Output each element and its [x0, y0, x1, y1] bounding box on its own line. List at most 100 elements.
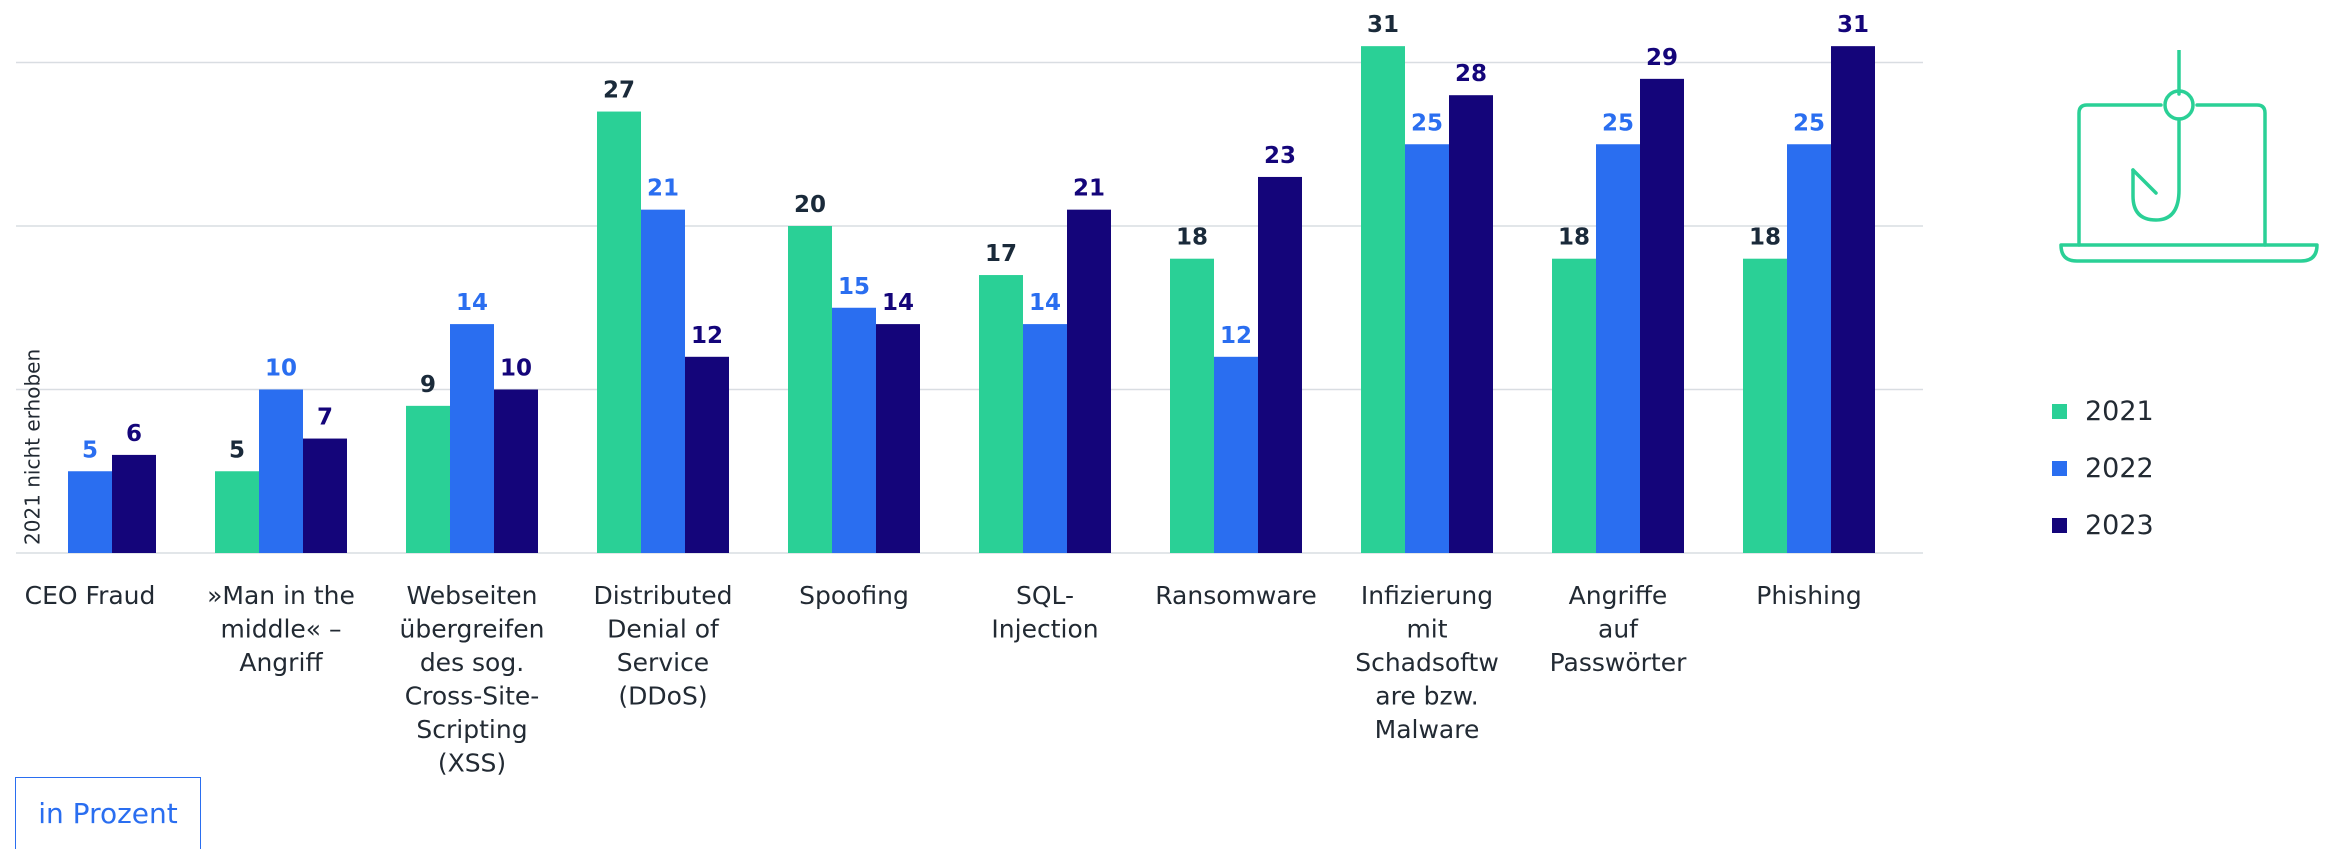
bar-chart: 5 6 5 10 7 9 14 10 27 21 12 20 15 14 17 14 21 18 12 23 31 25 2…: [16, 12, 1923, 778]
category-label-line: »Man in the: [207, 581, 355, 610]
value-label: 12: [1220, 323, 1252, 349]
bar-2021-3: [597, 111, 641, 554]
category-label-line: Angriff: [239, 648, 323, 677]
bar-2022-3: [641, 209, 685, 553]
value-label: 9: [420, 372, 436, 398]
bar-2022-1: [259, 389, 303, 553]
category-label: Infizierung mit Schadsoftw are bzw. Malware: [1355, 581, 1499, 744]
value-label: 27: [603, 78, 635, 104]
value-label: 31: [1837, 12, 1869, 38]
category-label: Ransomware: [1155, 581, 1317, 610]
annotation-not-collected: 2021 nicht erhoben: [21, 349, 45, 545]
category-label-line: Ransomware: [1155, 581, 1317, 610]
category-label: Angriffe auf Passwörter: [1550, 581, 1688, 677]
bar-2021-8: [1552, 258, 1596, 553]
category-label-line: Cross-Site-: [405, 682, 540, 711]
value-label: 18: [1558, 225, 1590, 251]
value-label: 25: [1411, 110, 1443, 136]
bar-2023-1: [303, 438, 347, 553]
category-label-line: Scripting: [416, 715, 527, 744]
category-label: Distributed Denial of Service (DDoS): [593, 581, 732, 711]
bar-2023-8: [1640, 78, 1684, 553]
category-label-line: Injection: [991, 615, 1098, 644]
bar-2023-7: [1449, 95, 1493, 553]
value-label: 28: [1455, 61, 1487, 87]
bar-2022-2: [450, 324, 494, 553]
legend-item-2022: 2022: [2052, 440, 2154, 497]
category-label-line: des sog.: [420, 648, 524, 677]
bar-2021-6: [1170, 258, 1214, 553]
category-label-line: Infizierung: [1361, 581, 1493, 610]
value-label: 10: [500, 356, 532, 382]
category-label-line: Denial of: [607, 615, 720, 644]
category-label-line: mit: [1406, 615, 1447, 644]
value-label: 18: [1176, 225, 1208, 251]
category-label-line: SQL-: [1016, 581, 1074, 610]
unit-box: in Prozent: [15, 777, 201, 849]
legend-label: 2023: [2085, 510, 2154, 541]
legend-swatch: [2052, 404, 2067, 419]
value-label: 25: [1602, 110, 1634, 136]
value-label: 21: [647, 176, 679, 202]
category-label-line: übergreifen: [400, 615, 545, 644]
bar-2022-0: [68, 471, 112, 553]
category-label-line: (DDoS): [618, 682, 707, 711]
annotations: 2021 nicht erhoben: [21, 349, 45, 545]
category-label: SQL- Injection: [991, 581, 1098, 644]
category-label-line: Passwörter: [1550, 648, 1688, 677]
legend-swatch: [2052, 518, 2067, 533]
value-label: 5: [82, 437, 98, 463]
value-label: 29: [1646, 45, 1678, 71]
value-labels: 5 6 5 10 7 9 14 10 27 21 12 20 15 14 17 14 21 18 12 23 31 25 2…: [82, 12, 1869, 463]
legend-item-2021: 2021: [2052, 383, 2154, 440]
category-label: Webseiten übergreifen des sog. Cross-Site- S…: [400, 581, 545, 778]
bar-2022-5: [1023, 324, 1067, 553]
category-label-line: CEO Fraud: [25, 581, 156, 610]
category-label-line: Webseiten: [407, 581, 538, 610]
unit-label: in Prozent: [38, 797, 178, 830]
bar-2022-9: [1787, 144, 1831, 553]
bar-2022-4: [832, 307, 876, 553]
value-label: 21: [1073, 176, 1105, 202]
bar-2021-1: [215, 471, 259, 553]
value-label: 17: [985, 241, 1017, 267]
value-label: 14: [1029, 290, 1061, 316]
category-label-line: Phishing: [1756, 581, 1861, 610]
legend-swatch: [2052, 461, 2067, 476]
legend-label: 2022: [2085, 453, 2154, 484]
category-label-line: middle« –: [220, 615, 341, 644]
bar-2021-4: [788, 226, 832, 553]
bars: [68, 46, 1875, 554]
category-label-line: Angriffe: [1569, 581, 1668, 610]
legend-label: 2021: [2085, 396, 2154, 427]
category-label: Phishing: [1756, 581, 1861, 610]
value-label: 5: [229, 437, 245, 463]
bar-2023-0: [112, 454, 156, 553]
value-label: 7: [317, 405, 333, 431]
value-label: 23: [1264, 143, 1296, 169]
bar-2023-4: [876, 324, 920, 553]
legend-item-2023: 2023: [2052, 497, 2154, 554]
bar-2022-7: [1405, 144, 1449, 553]
category-label-line: Schadsoftw: [1355, 648, 1499, 677]
bar-2023-9: [1831, 46, 1875, 554]
value-label: 15: [838, 274, 870, 300]
value-label: 10: [265, 356, 297, 382]
phishing-laptop-hook-icon: [2059, 50, 2319, 263]
value-label: 14: [456, 290, 488, 316]
category-labels: CEO Fraud »Man in the middle« – Angriff Webs…: [25, 581, 1862, 778]
category-label-line: auf: [1598, 615, 1639, 644]
value-label: 18: [1749, 225, 1781, 251]
bar-2022-6: [1214, 356, 1258, 553]
value-label: 25: [1793, 110, 1825, 136]
bar-2023-2: [494, 389, 538, 553]
category-label-line: are bzw.: [1375, 682, 1478, 711]
bar-2023-3: [685, 356, 729, 553]
bar-2023-6: [1258, 176, 1302, 553]
legend: 2021 2022 2023: [2052, 383, 2154, 554]
bar-2021-2: [406, 405, 450, 553]
category-label: CEO Fraud: [25, 581, 156, 610]
category-label-line: Malware: [1375, 715, 1480, 744]
bar-2023-5: [1067, 209, 1111, 553]
value-label: 12: [691, 323, 723, 349]
